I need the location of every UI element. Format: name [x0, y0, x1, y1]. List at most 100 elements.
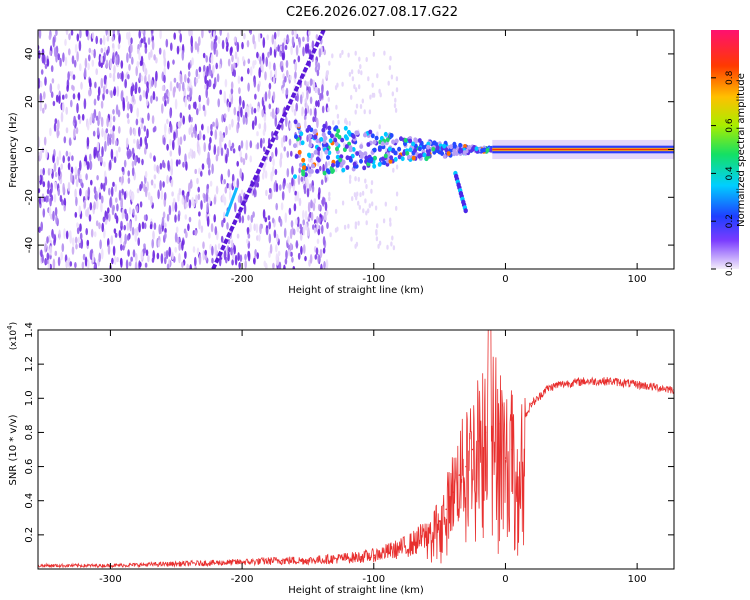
noise-speckle — [208, 169, 211, 176]
noise-speckle — [294, 71, 297, 79]
noise-speckle — [239, 254, 243, 262]
noise-speckle — [151, 238, 154, 249]
noise-speckle — [91, 32, 95, 39]
noise-speckle — [314, 116, 317, 123]
noise-speckle — [163, 66, 166, 77]
noise-speckle — [86, 121, 90, 131]
noise-speckle — [302, 209, 305, 220]
noise-speckle — [378, 240, 382, 246]
noise-speckle — [127, 36, 131, 46]
noise-speckle — [355, 103, 359, 109]
band-speckle — [426, 144, 431, 150]
noise-speckle — [111, 206, 115, 216]
noise-speckle — [101, 222, 104, 233]
band-speckle — [363, 132, 367, 138]
noise-speckle — [144, 47, 148, 54]
noise-speckle — [189, 264, 192, 269]
noise-speckle — [150, 179, 154, 186]
noise-speckle — [114, 140, 118, 146]
noise-speckle — [193, 150, 196, 159]
noise-speckle — [252, 60, 255, 69]
band-speckle — [393, 157, 398, 162]
noise-speckle — [44, 76, 47, 86]
noise-speckle — [245, 105, 249, 113]
noise-speckle — [228, 247, 231, 253]
noise-speckle — [49, 127, 52, 137]
noise-speckle — [264, 217, 268, 223]
noise-speckle — [262, 137, 266, 144]
noise-speckle — [304, 80, 307, 86]
noise-speckle — [76, 33, 80, 42]
noise-speckle — [246, 227, 250, 233]
band-speckle — [297, 149, 302, 155]
noise-speckle — [194, 256, 197, 267]
noise-speckle — [55, 30, 58, 36]
noise-speckle — [177, 137, 181, 148]
noise-speckle — [118, 125, 121, 134]
noise-speckle — [123, 159, 127, 168]
band-speckle — [346, 129, 351, 135]
noise-speckle — [249, 140, 253, 149]
noise-speckle — [134, 81, 138, 92]
noise-speckle — [210, 130, 213, 137]
noise-speckle — [158, 47, 162, 55]
noise-speckle — [223, 178, 226, 185]
noise-speckle — [313, 227, 317, 234]
spectrogram-ytick-label: 20 — [24, 95, 35, 108]
noise-speckle — [52, 100, 56, 107]
noise-speckle — [271, 34, 275, 45]
noise-speckle — [357, 220, 360, 226]
noise-speckle — [78, 40, 82, 52]
noise-speckle — [135, 253, 138, 262]
noise-speckle — [156, 252, 160, 260]
noise-speckle — [139, 184, 142, 192]
noise-speckle — [213, 196, 217, 205]
noise-speckle — [212, 121, 215, 127]
noise-speckle — [84, 256, 88, 267]
noise-speckle — [240, 76, 244, 82]
noise-speckle — [65, 150, 69, 157]
snr-ytick-label: 1.0 — [24, 390, 35, 406]
noise-speckle — [247, 214, 250, 221]
noise-speckle — [285, 60, 289, 68]
noise-speckle — [253, 223, 256, 231]
noise-speckle — [341, 200, 345, 206]
noise-speckle — [38, 196, 42, 205]
noise-speckle — [197, 73, 200, 80]
noise-speckle — [281, 54, 285, 61]
band-speckle — [374, 135, 379, 141]
noise-speckle — [203, 142, 206, 153]
band-speckle — [313, 128, 318, 134]
noise-speckle — [304, 107, 308, 117]
spectrogram-ytick-label: 0 — [24, 146, 35, 152]
noise-speckle — [46, 236, 49, 244]
band-speckle — [336, 128, 341, 134]
noise-speckle — [361, 190, 365, 196]
noise-speckle — [250, 106, 254, 115]
noise-speckle — [112, 30, 116, 35]
noise-speckle — [130, 37, 133, 45]
band-speckle — [319, 137, 324, 142]
noise-speckle — [206, 80, 209, 90]
band-speckle — [328, 138, 333, 144]
noise-speckle — [334, 85, 338, 91]
noise-speckle — [178, 159, 181, 165]
noise-speckle — [138, 222, 141, 233]
noise-speckle — [101, 127, 104, 138]
band-speckle — [316, 146, 321, 152]
noise-speckle — [170, 179, 173, 187]
noise-speckle — [136, 60, 140, 69]
noise-speckle — [58, 174, 61, 181]
noise-speckle — [140, 75, 144, 82]
noise-speckle — [359, 192, 362, 198]
noise-speckle — [312, 116, 315, 123]
noise-speckle — [136, 188, 140, 194]
noise-speckle — [161, 85, 165, 92]
noise-speckle — [341, 81, 344, 87]
noise-speckle — [271, 108, 275, 120]
noise-speckle — [220, 147, 224, 157]
noise-speckle — [166, 213, 170, 222]
noise-speckle — [38, 181, 41, 189]
noise-speckle — [328, 196, 331, 202]
noise-speckle — [92, 112, 95, 124]
